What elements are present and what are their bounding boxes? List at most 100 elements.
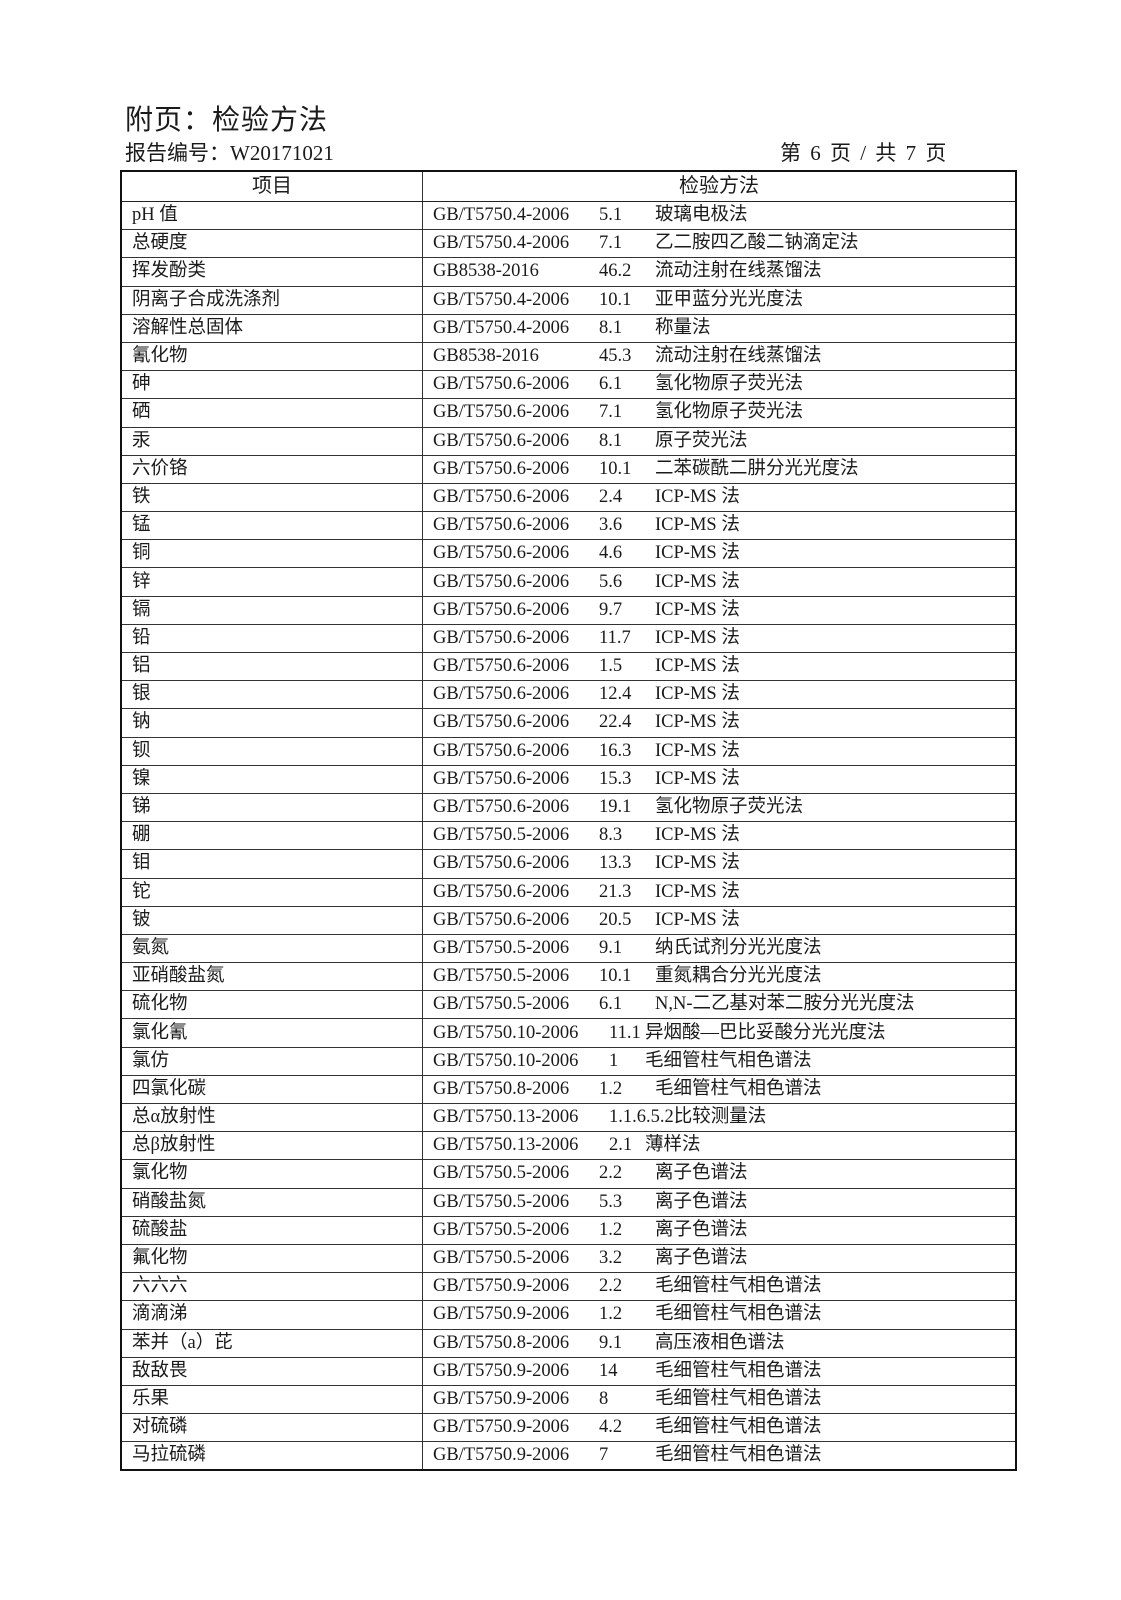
method-cell: GB/T5750.6-2006 2.4 ICP-MS 法 — [422, 482, 1017, 513]
method-cell: GB/T5750.5-2006 1.2 离子色谱法 — [422, 1215, 1017, 1245]
method-cell: GB/T5750.6-2006 19.1 氢化物原子荧光法 — [422, 792, 1017, 823]
clause-number: 19.1 — [599, 797, 632, 818]
method-name: 二苯碳酰二肼分光光度法 — [655, 458, 859, 479]
clause-number: 45.3 — [599, 346, 632, 367]
method-cell: GB/T5750.4-2006 7.1 乙二胺四乙酸二钠滴定法 — [422, 229, 1017, 259]
table-row: 氯化氰 GB/T5750.10-2006 11.1 异烟酸—巴比妥酸分光光度法 — [120, 1018, 1017, 1048]
item-cell: 硫酸盐 — [120, 1215, 423, 1245]
item-cell: 钡 — [120, 736, 423, 766]
method-name: 离子色谱法 — [655, 1248, 748, 1269]
method-cell: GB/T5750.6-2006 20.5 ICP-MS 法 — [422, 905, 1017, 935]
clause-number: 1.2 — [599, 1078, 623, 1099]
item-cell: 硫化物 — [120, 990, 423, 1020]
table-row: 锌 GB/T5750.6-2006 5.6 ICP-MS 法 — [120, 567, 1017, 597]
method-cell: GB/T5750.6-2006 16.3 ICP-MS 法 — [422, 736, 1017, 766]
method-cell: GB/T5750.13-2006 1.1.6.5.2比较测量法 — [422, 1102, 1017, 1133]
standard-code: GB/T5750.10-2006 — [433, 1022, 579, 1043]
table-row: 铊 GB/T5750.6-2006 21.3 ICP-MS 法 — [120, 877, 1017, 907]
table-row: 亚硝酸盐氮 GB/T5750.5-2006 10.1 重氮耦合分光光度法 — [120, 962, 1017, 992]
standard-code: GB8538-2016 — [433, 261, 539, 282]
item-cell: 汞 — [120, 426, 423, 456]
method-name: 薄样法 — [645, 1135, 701, 1156]
table-row: 汞 GB/T5750.6-2006 8.1 原子荧光法 — [120, 426, 1017, 456]
method-cell: GB/T5750.5-2006 10.1 重氮耦合分光光度法 — [422, 962, 1017, 992]
method-cell: GB/T5750.5-2006 2.2 离子色谱法 — [422, 1159, 1017, 1189]
clause-number: 11.7 — [599, 627, 631, 648]
standard-code: GB/T5750.6-2006 — [433, 515, 570, 536]
clause-number: 2.4 — [599, 486, 623, 507]
method-name: ICP-MS 法 — [655, 684, 740, 705]
table-body: pH 值 GB/T5750.4-2006 5.1 玻璃电极法 总硬度 GB/T5750.4… — [120, 200, 1017, 1471]
column-header-method: 检验方法 — [422, 170, 1017, 202]
table-row: 阴离子合成洗涤剂 GB/T5750.4-2006 10.1 亚甲蓝分光光度法 — [120, 285, 1017, 315]
standard-code: GB/T5750.6-2006 — [433, 909, 570, 930]
standard-code: GB/T5750.5-2006 — [433, 825, 570, 846]
clause-number: 13.3 — [599, 853, 632, 874]
standard-code: GB/T5750.6-2006 — [433, 374, 570, 395]
standard-code: GB/T5750.6-2006 — [433, 768, 570, 789]
clause-number: 6.1 — [599, 994, 623, 1015]
item-cell: 铁 — [120, 482, 423, 513]
clause-number: 1 — [609, 1050, 619, 1071]
method-cell: GB/T5750.6-2006 1.5 ICP-MS 法 — [422, 651, 1017, 682]
method-cell: GB/T5750.6-2006 5.6 ICP-MS 法 — [422, 567, 1017, 597]
column-header-item: 项目 — [120, 170, 423, 202]
clause-number: 3.6 — [599, 515, 623, 536]
method-name: ICP-MS 法 — [655, 712, 740, 733]
clause-number: 3.2 — [599, 1248, 623, 1269]
table-row: 锑 GB/T5750.6-2006 19.1 氢化物原子荧光法 — [120, 792, 1017, 823]
method-name: 毛细管柱气相色谱法 — [655, 1276, 822, 1297]
table-row: 铜 GB/T5750.6-2006 4.6 ICP-MS 法 — [120, 539, 1017, 569]
table-row: 敌敌畏 GB/T5750.9-2006 14 毛细管柱气相色谱法 — [120, 1356, 1017, 1386]
method-cell: GB/T5750.8-2006 1.2 毛细管柱气相色谱法 — [422, 1074, 1017, 1105]
table-row: 总α放射性 GB/T5750.13-2006 1.1.6.5.2比较测量法 — [120, 1102, 1017, 1133]
table-row: 锰 GB/T5750.6-2006 3.6 ICP-MS 法 — [120, 511, 1017, 541]
standard-code: GB/T5750.13-2006 — [433, 1135, 579, 1156]
method-cell: GB/T5750.6-2006 21.3 ICP-MS 法 — [422, 877, 1017, 907]
clause-number: 11.1 — [609, 1022, 641, 1043]
method-cell: GB/T5750.10-2006 11.1 异烟酸—巴比妥酸分光光度法 — [422, 1018, 1017, 1048]
clause-number: 15.3 — [599, 768, 632, 789]
method-name: ICP-MS 法 — [655, 543, 740, 564]
item-cell: 氯化物 — [120, 1159, 423, 1189]
clause-number: 14 — [599, 1360, 618, 1381]
table-row: 硝酸盐氮 GB/T5750.5-2006 5.3 离子色谱法 — [120, 1187, 1017, 1217]
table-row: 铍 GB/T5750.6-2006 20.5 ICP-MS 法 — [120, 905, 1017, 935]
item-cell: 铍 — [120, 905, 423, 935]
method-name: 氢化物原子荧光法 — [655, 797, 804, 818]
item-cell: 马拉硫磷 — [120, 1441, 423, 1471]
clause-number: 6.1 — [599, 374, 623, 395]
table-row: 镉 GB/T5750.6-2006 9.7 ICP-MS 法 — [120, 595, 1017, 625]
method-cell: GB/T5750.6-2006 22.4 ICP-MS 法 — [422, 708, 1017, 738]
table-row: 苯并（a）芘 GB/T5750.8-2006 9.1 高压液相色谱法 — [120, 1328, 1017, 1358]
item-cell: 锑 — [120, 792, 423, 823]
standard-code: GB/T5750.6-2006 — [433, 599, 570, 620]
method-cell: GB/T5750.5-2006 5.3 离子色谱法 — [422, 1187, 1017, 1217]
item-cell: 氰化物 — [120, 341, 423, 372]
table-row: 总硬度 GB/T5750.4-2006 7.1 乙二胺四乙酸二钠滴定法 — [120, 229, 1017, 259]
standard-code: GB/T5750.9-2006 — [433, 1360, 570, 1381]
standard-code: GB/T5750.9-2006 — [433, 1388, 570, 1409]
method-name: 毛细管柱气相色谱法 — [655, 1417, 822, 1438]
method-name: 乙二胺四乙酸二钠滴定法 — [655, 233, 859, 254]
method-name: 离子色谱法 — [655, 1163, 748, 1184]
table-row: 硫化物 GB/T5750.5-2006 6.1 N,N-二乙基对苯二胺分光光度法 — [120, 990, 1017, 1020]
method-name: ICP-MS 法 — [655, 825, 740, 846]
table-row: 氰化物 GB8538-2016 45.3 流动注射在线蒸馏法 — [120, 341, 1017, 372]
table-row: 氟化物 GB/T5750.5-2006 3.2 离子色谱法 — [120, 1243, 1017, 1274]
table-row: 钠 GB/T5750.6-2006 22.4 ICP-MS 法 — [120, 708, 1017, 738]
item-cell: 氯化氰 — [120, 1018, 423, 1048]
standard-code: GB8538-2016 — [433, 346, 539, 367]
table-row: 砷 GB/T5750.6-2006 6.1 氢化物原子荧光法 — [120, 370, 1017, 400]
method-cell: GB/T5750.9-2006 4.2 毛细管柱气相色谱法 — [422, 1413, 1017, 1443]
page-title: 附页：检验方法 — [125, 105, 329, 136]
method-name: ICP-MS 法 — [655, 599, 740, 620]
method-cell: GB/T5750.9-2006 7 毛细管柱气相色谱法 — [422, 1441, 1017, 1471]
item-cell: 钠 — [120, 708, 423, 738]
item-cell: 阴离子合成洗涤剂 — [120, 285, 423, 315]
table-row: 氯仿 GB/T5750.10-2006 1 毛细管柱气相色谱法 — [120, 1046, 1017, 1076]
method-name: ICP-MS 法 — [655, 881, 740, 902]
standard-code: GB/T5750.6-2006 — [433, 656, 570, 677]
standard-code: GB/T5750.10-2006 — [433, 1050, 579, 1071]
clause-number: 9.7 — [599, 599, 623, 620]
